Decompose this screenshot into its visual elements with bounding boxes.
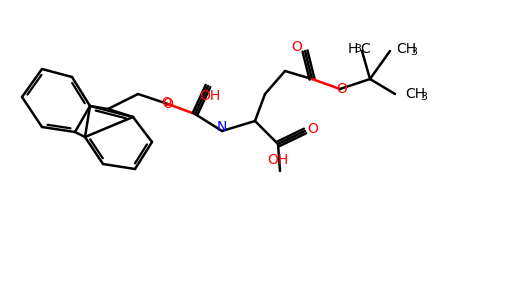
Text: H: H	[348, 42, 358, 56]
Text: O: O	[163, 97, 174, 111]
Text: CH: CH	[405, 87, 425, 101]
Text: N: N	[217, 120, 227, 134]
Text: 3: 3	[354, 44, 361, 54]
Text: OH: OH	[267, 153, 289, 167]
Text: O: O	[161, 95, 171, 108]
Text: 3: 3	[420, 92, 427, 102]
Text: CH: CH	[396, 42, 416, 56]
Text: O: O	[336, 82, 348, 96]
Text: OH: OH	[199, 89, 221, 103]
Text: O: O	[291, 40, 303, 54]
Text: 3: 3	[410, 47, 417, 57]
Text: C: C	[360, 42, 370, 56]
Text: O: O	[308, 122, 318, 136]
